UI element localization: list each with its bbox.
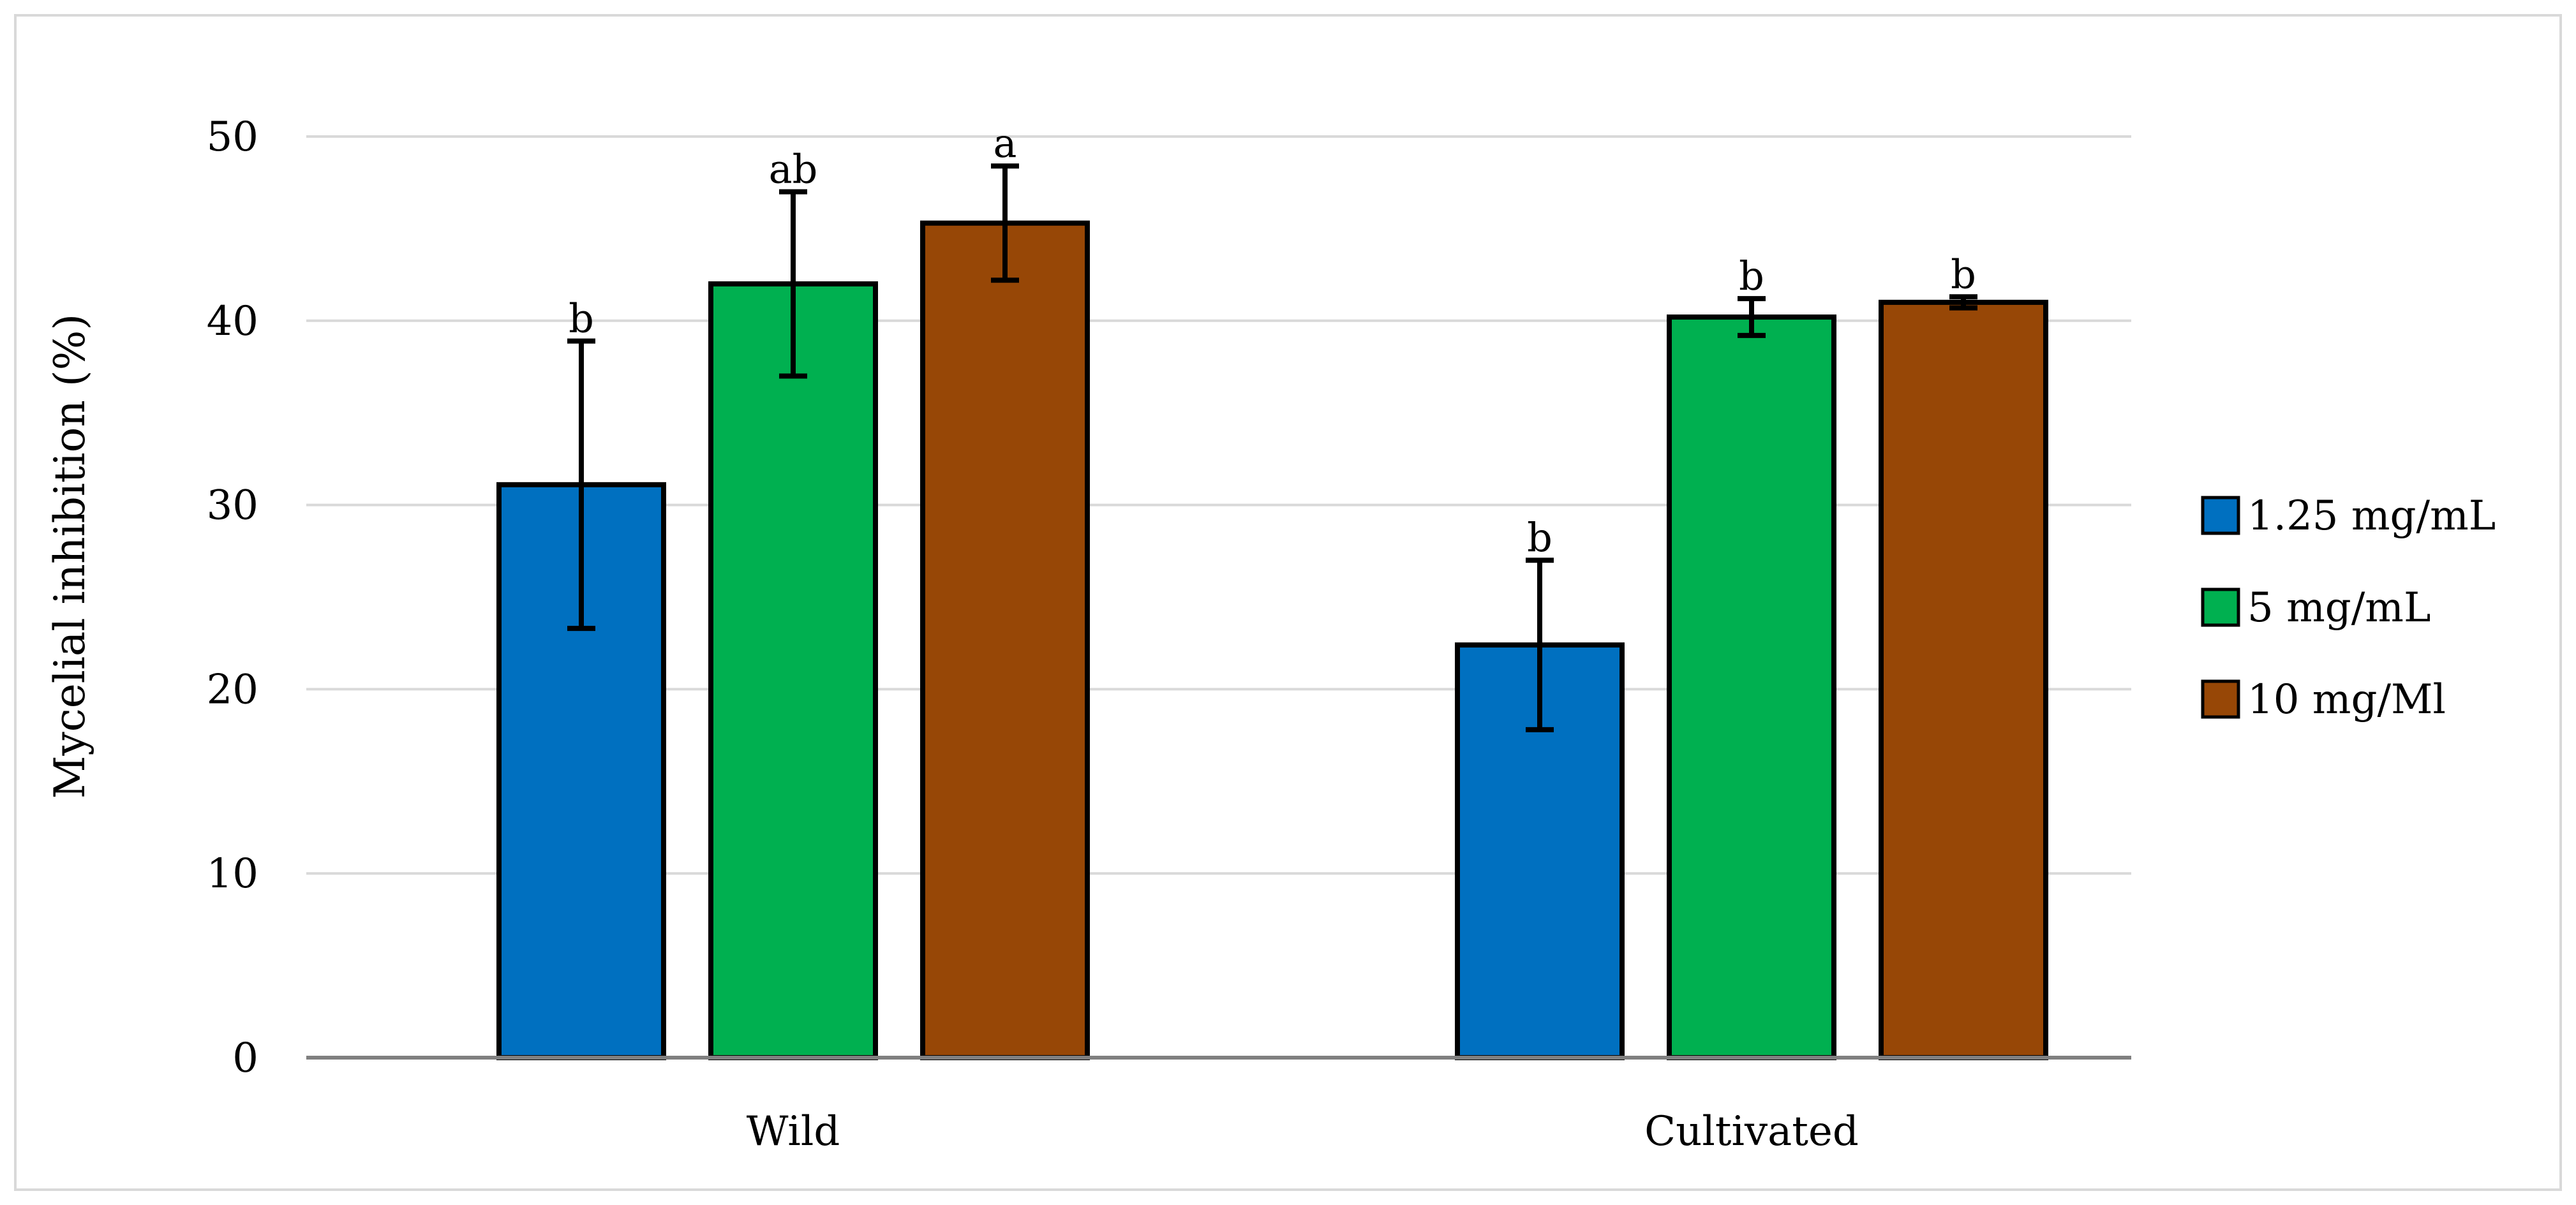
y-tick-label-40: 40 [207,298,258,345]
legend: 1.25 mg/mL 5 mg/mL 10 mg/Ml [2201,492,2496,723]
significance-label-wild-series-1: b [569,295,594,342]
y-tick-label-10: 10 [207,850,258,898]
bar-wild-series-2 [708,281,878,1060]
y-tick-label-20: 20 [207,666,258,713]
bar-cultivated-series-2 [1667,314,1836,1060]
bar-wild-series-3 [920,220,1090,1061]
legend-label-2: 5 mg/mL [2247,584,2431,632]
y-tick-label-30: 30 [207,482,258,529]
error-bars [567,163,1977,732]
bars [496,220,2048,1061]
y-axis-title: Mycelial inhibition (%) [45,314,94,799]
legend-swatch-3 [2201,679,2240,719]
legend-swatch-1 [2201,496,2240,535]
significance-label-wild-series-3: a [994,120,1017,166]
y-tick-label-50: 50 [207,114,258,161]
significance-label-cultivated-series-1: b [1527,514,1552,561]
legend-swatch-2 [2201,588,2240,627]
x-tick-label-cultivated: Cultivated [1644,1108,1859,1155]
legend-label-1: 1.25 mg/mL [2247,492,2496,540]
significance-label-cultivated-series-2: b [1739,253,1764,299]
legend-label-3: 10 mg/Ml [2247,676,2446,723]
bar-cultivated-series-3 [1879,299,2048,1060]
y-tick-label-0: 0 [232,1035,258,1082]
x-tick-label-wild: Wild [747,1108,840,1155]
axes: 0 10 20 30 40 50 Wild Cultivated [207,114,2131,1155]
chart-frame [14,14,2562,1191]
significance-label-wild-series-2: ab [769,146,818,193]
significance-label-cultivated-series-3: b [1951,251,1976,297]
